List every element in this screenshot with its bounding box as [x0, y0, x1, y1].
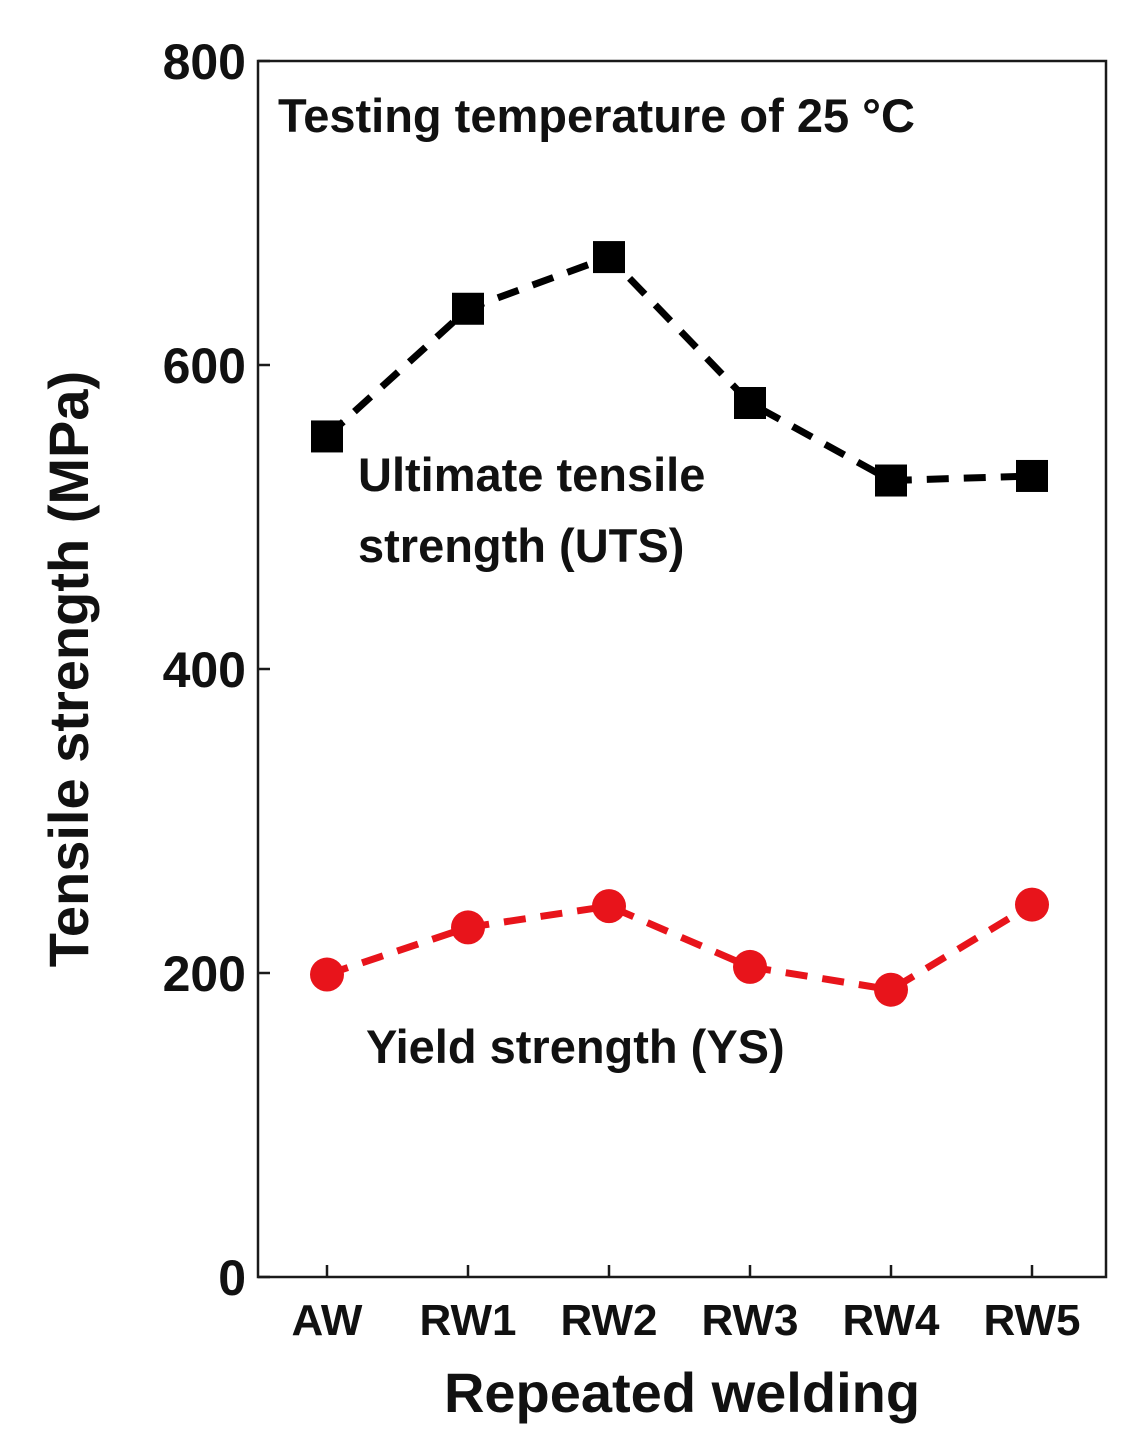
y-tick-label-800: 800	[163, 34, 246, 90]
ys-point-rw4	[874, 972, 908, 1007]
x-tick-label-rw4: RW4	[843, 1296, 941, 1345]
uts-series-label-line-1: Ultimate tensile	[358, 448, 705, 501]
uts-point-aw	[311, 420, 343, 453]
ys-series-line	[325, 901, 1034, 994]
y-tick-label-400: 400	[163, 642, 246, 698]
ys-point-rw1	[451, 910, 485, 945]
uts-point-rw2	[593, 241, 625, 274]
y-axis-title: Tensile strength (MPa)	[37, 371, 100, 967]
y-axis-ticks: 0 200 400 600 800	[163, 34, 270, 1306]
x-tick-label-rw2: RW2	[561, 1296, 658, 1345]
ys-point-rw3	[733, 949, 767, 984]
x-axis-ticks: AW RW1 RW2 RW3 RW4 RW5	[292, 1265, 1081, 1345]
uts-point-rw3	[734, 387, 766, 419]
plot-frame	[256, 59, 1108, 1279]
x-axis-title: Repeated welding	[444, 1361, 920, 1424]
uts-point-rw5	[1016, 459, 1048, 492]
ys-point-aw	[310, 957, 344, 992]
y-tick-label-200: 200	[163, 946, 246, 1002]
ys-series-label: Yield strength (YS)	[366, 1020, 785, 1073]
y-tick-label-0: 0	[218, 1250, 246, 1306]
x-tick-label-rw1: RW1	[420, 1296, 517, 1345]
series-layer	[310, 241, 1049, 1007]
uts-point-rw1	[452, 292, 484, 325]
annotation-testing-temperature: Testing temperature of 25 °C	[278, 89, 915, 142]
x-tick-label-rw3: RW3	[702, 1296, 799, 1345]
ys-point-rw2	[592, 889, 626, 924]
ys-point-rw5	[1015, 887, 1049, 922]
x-tick-label-aw: AW	[292, 1296, 363, 1345]
y-tick-label-600: 600	[163, 338, 246, 394]
uts-series-label-line-2: strength (UTS)	[358, 519, 684, 572]
uts-series-line	[324, 253, 1033, 485]
uts-point-rw4	[875, 464, 907, 497]
x-tick-label-rw5: RW5	[984, 1296, 1081, 1345]
